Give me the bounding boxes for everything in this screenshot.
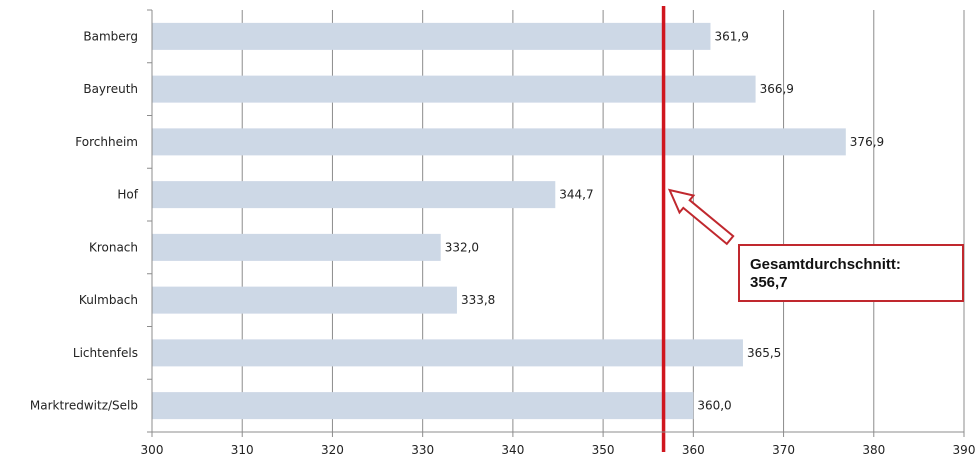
x-tick-label: 330 [411, 443, 434, 457]
average-annotation-title: Gesamtdurchschnitt: [750, 256, 901, 273]
data-label: 344,7 [559, 188, 593, 202]
category-label: Kulmbach [79, 293, 138, 307]
category-label: Bayreuth [83, 82, 138, 96]
bar [152, 128, 846, 156]
bar [152, 181, 556, 209]
bar [152, 22, 711, 50]
x-tick-label: 300 [141, 443, 164, 457]
x-tick-label: 310 [231, 443, 254, 457]
data-label: 332,0 [445, 240, 479, 254]
average-annotation-value: 356,7 [750, 274, 788, 291]
data-label: 366,9 [760, 82, 794, 96]
data-label: 361,9 [714, 29, 748, 43]
data-label: 365,5 [747, 346, 781, 360]
category-label: Hof [117, 188, 138, 202]
annotation-arrow [667, 188, 735, 246]
category-label: Bamberg [83, 29, 138, 43]
x-tick-label: 370 [772, 443, 795, 457]
bar [152, 233, 441, 261]
average-annotation-box: Gesamtdurchschnitt: 356,7 [738, 244, 964, 302]
x-tick-label: 390 [953, 443, 976, 457]
x-tick-label: 380 [862, 443, 885, 457]
x-tick-label: 320 [321, 443, 344, 457]
arrow-icon [667, 188, 735, 246]
category-label: Marktredwitz/Selb [30, 399, 138, 413]
data-label: 360,0 [697, 399, 731, 413]
x-tick-label: 340 [501, 443, 524, 457]
bar [152, 339, 743, 367]
bar [152, 392, 694, 420]
axes [147, 9, 965, 437]
bar [152, 75, 756, 103]
x-tick-label: 360 [682, 443, 705, 457]
x-tick-label: 350 [592, 443, 615, 457]
category-label: Forchheim [75, 135, 138, 149]
category-label: Kronach [89, 240, 138, 254]
labels: 300 310 320 330 340 350 360 370 380 390 Bamberg 361… [30, 29, 976, 457]
bar [152, 286, 457, 314]
bars [152, 22, 846, 420]
data-label: 333,8 [461, 293, 495, 307]
gridlines [241, 10, 965, 432]
data-label: 376,9 [850, 135, 884, 149]
category-label: Lichtenfels [73, 346, 138, 360]
